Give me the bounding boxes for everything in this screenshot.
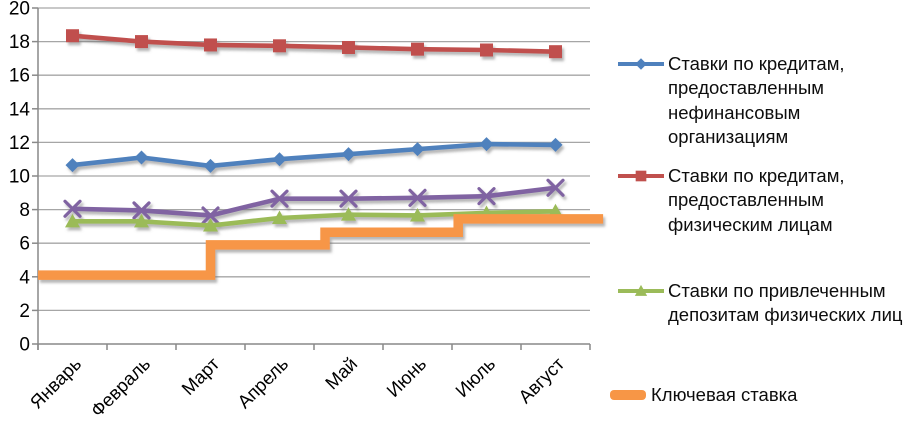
series-marker-diamond xyxy=(341,147,356,162)
y-axis-label: 14 xyxy=(9,99,31,120)
x-axis-label: Апрель xyxy=(233,353,292,412)
series-marker-triangle xyxy=(272,210,287,224)
key-rate-step-line xyxy=(38,214,604,280)
series-marker-triangle xyxy=(65,213,80,228)
series-marker-diamond xyxy=(548,137,563,152)
series-marker-x xyxy=(546,178,565,197)
series-marker-square xyxy=(480,43,493,57)
series-marker-triangle xyxy=(134,213,149,228)
series-line xyxy=(72,141,556,169)
series-line xyxy=(72,33,556,54)
y-axis-label: 8 xyxy=(19,200,30,221)
y-axis-label: 18 xyxy=(9,32,30,53)
series-marker-triangle xyxy=(203,218,218,232)
series-marker-diamond xyxy=(272,152,287,167)
series-marker-square xyxy=(273,39,286,53)
axes xyxy=(32,7,591,350)
x-axis-labels: Январь Февраль Март Апрель Май Июнь Июль Август xyxy=(26,353,569,421)
y-axis-label: 0 xyxy=(19,335,30,356)
series-marker-diamond xyxy=(134,150,149,165)
y-axis-label: 10 xyxy=(9,167,30,188)
series-square xyxy=(66,29,562,59)
series-marker-x xyxy=(201,206,220,225)
series-marker-square xyxy=(342,40,355,54)
y-axis-label: 4 xyxy=(19,267,30,288)
y-axis-label: 12 xyxy=(9,133,30,154)
y-axis-label: 2 xyxy=(19,301,30,322)
series-marker-square xyxy=(66,29,79,43)
x-axis-label: Август xyxy=(514,353,569,408)
series-marker-diamond xyxy=(479,137,494,152)
series-marker-x xyxy=(477,187,496,206)
x-axis-label: Июнь xyxy=(382,353,430,401)
series-line xyxy=(72,185,556,218)
x-axis-label: Июль xyxy=(451,353,499,401)
series-diamond xyxy=(65,137,563,173)
series-marker-diamond xyxy=(410,142,425,157)
x-axis-label: Май xyxy=(321,353,361,393)
series-marker-x xyxy=(339,189,358,208)
key-rate-line xyxy=(38,214,604,280)
series-marker-square xyxy=(135,35,148,49)
x-axis-label: Февраль xyxy=(86,353,154,421)
series-marker-x xyxy=(132,201,151,220)
series-marker-x xyxy=(63,199,82,218)
series-marker-square xyxy=(411,42,424,56)
y-axis-label: 6 xyxy=(19,234,30,255)
y-axis-labels: 0 2 4 6 8 10 12 14 16 18 20 xyxy=(9,0,31,356)
series-marker-triangle xyxy=(548,203,563,218)
series-marker-diamond xyxy=(203,158,218,173)
series-marker-triangle xyxy=(341,207,356,221)
y-axis-label: 16 xyxy=(9,66,30,87)
series-marker-square xyxy=(549,45,562,59)
series-marker-square xyxy=(204,38,217,52)
x-axis-label: Январь xyxy=(26,353,86,413)
y-axis-label: 20 xyxy=(9,0,30,20)
series-x xyxy=(63,178,565,225)
series-marker-x xyxy=(408,188,427,207)
series-line xyxy=(72,208,556,228)
series-marker-x xyxy=(270,189,289,208)
series-marker-triangle xyxy=(410,207,425,222)
x-axis-label: Март xyxy=(177,353,224,400)
series-marker-diamond xyxy=(65,158,80,173)
